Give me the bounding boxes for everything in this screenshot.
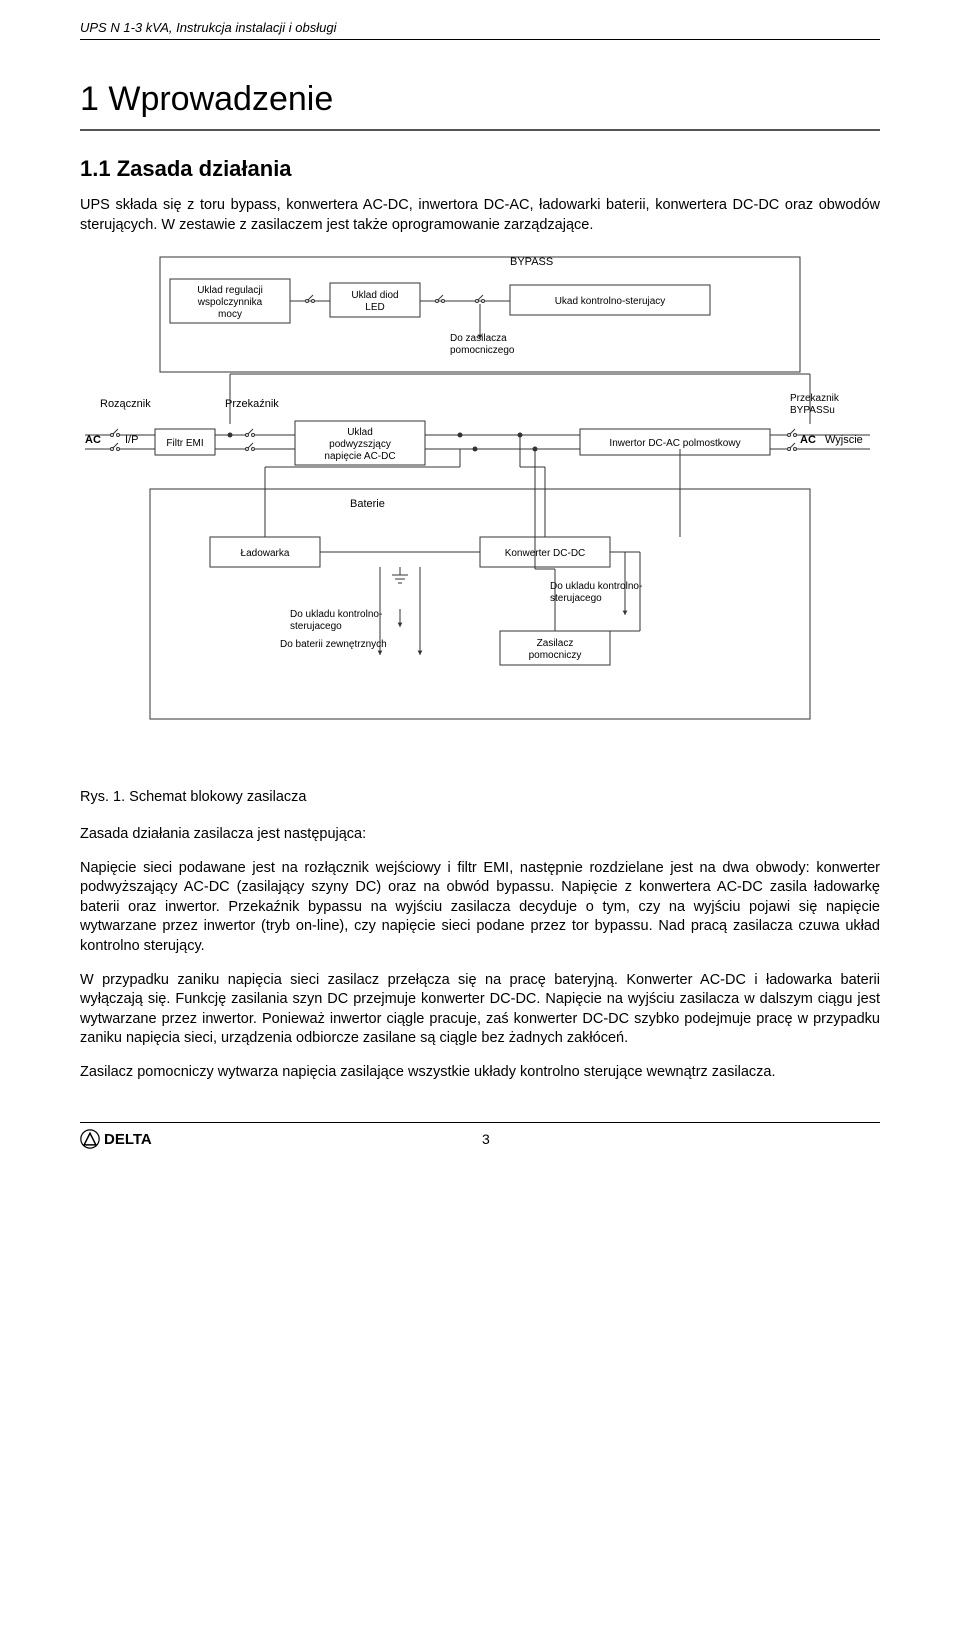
svg-text:BYPASS: BYPASS [510,256,553,268]
svg-text:Rozącznik: Rozącznik [100,398,151,410]
svg-text:LED: LED [365,302,384,313]
svg-text:Do ukladu kontrolno-: Do ukladu kontrolno- [290,609,382,620]
svg-text:Inwertor DC-AC polmostkowy: Inwertor DC-AC polmostkowy [609,438,740,449]
svg-text:AC: AC [85,434,101,446]
para-principle: Zasada działania zasilacza jest następuj… [80,825,880,845]
svg-text:Konwerter DC-DC: Konwerter DC-DC [505,548,586,559]
svg-text:Przekaznik: Przekaznik [790,393,840,404]
svg-text:pomocniczy: pomocniczy [529,650,582,661]
svg-text:I/P: I/P [125,434,138,446]
svg-text:mocy: mocy [218,309,242,320]
svg-text:AC: AC [800,434,816,446]
svg-text:Przekaźnik: Przekaźnik [225,398,279,410]
section-title: 1.1 Zasada działania [80,156,880,182]
svg-text:Ładowarka: Ładowarka [241,548,290,559]
svg-text:Wyjscie: Wyjscie [825,434,863,446]
svg-text:napięcie AC-DC: napięcie AC-DC [324,451,395,462]
para-5: Zasilacz pomocniczy wytwarza napięcia za… [80,1063,880,1083]
logo: DELTA [80,1129,152,1149]
svg-text:BYPASSu: BYPASSu [790,405,835,416]
svg-text:Do baterii zewnętrznych: Do baterii zewnętrznych [280,639,387,650]
logo-text: DELTA [104,1131,152,1148]
para-4: W przypadku zaniku napięcia sieci zasila… [80,971,880,1049]
para-3: Napięcie sieci podawane jest na rozłączn… [80,859,880,957]
delta-logo-icon [80,1129,100,1149]
svg-text:Ukad kontrolno-sterujacy: Ukad kontrolno-sterujacy [555,296,666,307]
svg-text:podwyzszjący: podwyzszjący [329,439,391,450]
svg-text:sterujacego: sterujacego [550,593,602,604]
svg-text:Filtr EMI: Filtr EMI [166,438,203,449]
svg-text:Uklad diod: Uklad diod [351,290,398,301]
svg-text:wspolczynnika: wspolczynnika [197,297,263,308]
svg-text:Uklad: Uklad [347,427,373,438]
page-header: UPS N 1-3 kVA, Instrukcja instalacji i o… [80,20,880,40]
page-number: 3 [482,1131,490,1147]
svg-text:Zasilacz: Zasilacz [537,638,574,649]
svg-text:pomocniczego: pomocniczego [450,345,515,356]
block-diagram: BYPASS Uklad regulacjiwspolczynnikamocy Uk… [80,249,880,769]
figure-caption: Rys. 1. Schemat blokowy zasilacza [80,789,880,805]
svg-text:sterujacego: sterujacego [290,621,342,632]
svg-text:Uklad regulacji: Uklad regulacji [197,285,263,296]
chapter-title: 1 Wprowadzenie [80,80,880,119]
svg-text:Do zasilacza: Do zasilacza [450,333,507,344]
chapter-divider [80,129,880,131]
svg-text:Do ukladu kontrolno-: Do ukladu kontrolno- [550,581,642,592]
svg-text:Baterie: Baterie [350,498,385,510]
page-footer: DELTA 3 [80,1122,880,1149]
intro-paragraph: UPS składa się z toru bypass, konwertera… [80,196,880,235]
